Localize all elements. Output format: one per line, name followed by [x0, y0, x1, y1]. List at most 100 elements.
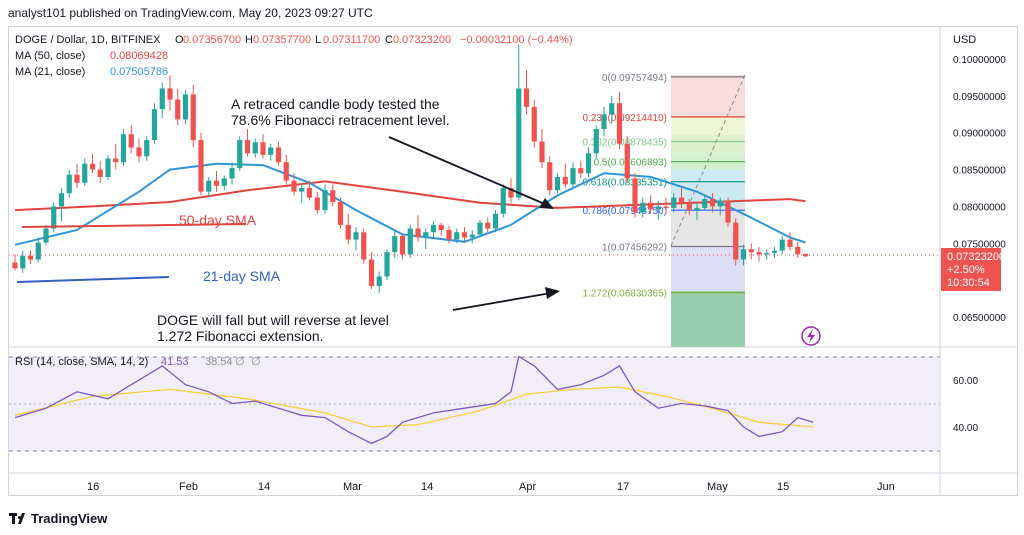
tradingview-logo-icon	[9, 512, 27, 525]
candle	[384, 249, 390, 281]
fib-level-label: 0(0.09757494)	[602, 73, 667, 84]
candle	[663, 197, 669, 214]
time-tick-label: Jun	[877, 481, 895, 493]
candle	[593, 125, 599, 159]
candle	[392, 230, 398, 259]
candle	[477, 219, 483, 238]
candle	[469, 230, 475, 244]
candle	[12, 254, 18, 271]
candle	[516, 44, 522, 201]
candle	[299, 182, 305, 203]
tradingview-logo[interactable]: TradingView	[9, 511, 107, 526]
sma50-label-line[interactable]	[21, 223, 247, 228]
candle	[709, 193, 716, 213]
candle	[616, 92, 623, 149]
candle	[423, 228, 429, 250]
legend-symbol[interactable]: DOGE / Dollar, 1D, BITFINEX	[15, 34, 161, 46]
candle	[702, 195, 708, 211]
legend-ohm-icon-2: ∅	[251, 356, 261, 368]
legend-rsi-value: 41.53	[161, 356, 189, 368]
price-axis-currency: USD	[953, 34, 976, 46]
candle	[283, 154, 289, 185]
annotation-sma50[interactable]: 50-day SMA	[179, 212, 257, 228]
candle	[128, 125, 134, 154]
fib-level-label: 0.618(0.08335351)	[582, 178, 667, 189]
time-tick-label: 14	[421, 481, 433, 493]
legend-ohlc-key: L	[315, 34, 321, 46]
candle	[368, 252, 375, 289]
arrow-extension[interactable]	[452, 287, 560, 311]
candle	[756, 246, 762, 262]
legend-ma21-label[interactable]: MA (21, close)	[15, 66, 85, 78]
arrow-retrace[interactable]	[388, 136, 554, 209]
candle	[330, 184, 336, 207]
candle	[554, 173, 561, 194]
time-axis-ticks[interactable]: 16 Feb 14 Mar 14 Apr 17 May 15 Jun	[87, 481, 895, 493]
legend-ohlc-value: 0.07357700	[253, 34, 311, 46]
rsi-axis-ticks[interactable]: 60.00 40.00	[953, 376, 978, 434]
candle	[206, 176, 212, 198]
candle	[748, 243, 754, 260]
fib-level-label: 0.236(0.09214410)	[582, 113, 667, 124]
legend-rsi-sma: 38.54	[205, 356, 233, 368]
price-tick-label: 0.10000000	[953, 55, 1006, 66]
candle	[655, 200, 661, 220]
time-tick-label: May	[707, 481, 728, 493]
candles-series	[12, 44, 809, 293]
candle	[361, 228, 367, 264]
candle	[570, 162, 576, 188]
legend-ma50-label[interactable]: MA (50, close)	[15, 50, 85, 62]
candle	[578, 160, 584, 179]
legend-rsi-label[interactable]: RSI (14, close, SMA, 14, 2)	[15, 356, 148, 368]
fib-zone-6	[671, 246, 745, 291]
legend-ohlc-key: C	[385, 34, 393, 46]
candle	[74, 163, 80, 188]
tradingview-brand: TradingView	[31, 511, 108, 526]
fib-zone-1	[671, 117, 745, 135]
candle	[539, 129, 545, 169]
sma21-label-line[interactable]	[16, 276, 170, 283]
candle	[182, 89, 189, 124]
time-tick-label: 16	[87, 481, 99, 493]
candle	[632, 173, 638, 218]
candle	[376, 271, 382, 293]
rsi-tick-label: 40.00	[953, 423, 978, 434]
time-tick-label: Apr	[519, 481, 536, 493]
candle	[353, 227, 359, 251]
candle	[508, 178, 514, 203]
candle	[446, 225, 452, 244]
publisher-line: analyst101 published on TradingView.com,…	[8, 6, 373, 20]
legend-ohm-icon-1: ∅	[235, 356, 245, 368]
price-tick-label: 0.06500000	[953, 313, 1006, 324]
candle	[337, 197, 344, 229]
annotation-sma21[interactable]: 21-day SMA	[203, 268, 281, 284]
price-axis-ticks[interactable]: 0.10000000 0.09500000 0.09000000 0.08500000…	[953, 55, 1006, 324]
chart-frame[interactable]: 0(0.09757494) 0.236(0.09214410) 0.382(0.08…	[8, 26, 1018, 496]
candle	[275, 141, 282, 166]
fib-zone-2	[671, 135, 745, 153]
time-tick-label: 15	[777, 481, 789, 493]
annotation-retrace-line2[interactable]: 78.6% Fibonacci retracement level.	[231, 112, 450, 128]
candle	[43, 224, 49, 245]
annotation-extension-line1[interactable]: DOGE will fall but will reverse at level	[157, 312, 389, 328]
fib-retracement-tool[interactable]: 0(0.09757494) 0.236(0.09214410) 0.382(0.08…	[582, 73, 746, 347]
chart-canvas[interactable]: 0(0.09757494) 0.236(0.09214410) 0.382(0.08…	[9, 27, 1017, 495]
fib-level-label: 0.382(0.08878435)	[582, 138, 667, 149]
candle	[27, 250, 34, 264]
candle	[66, 169, 72, 198]
legend-ma21-value: 0.07505786	[110, 66, 168, 78]
candle	[523, 70, 530, 115]
price-tag: 0.07323200 +2.50% 10:30:54	[941, 248, 1005, 291]
time-tick-label: Mar	[343, 481, 362, 493]
candle	[609, 95, 615, 124]
candle	[725, 197, 731, 228]
rsi-sma-line	[14, 386, 814, 428]
lightning-icon[interactable]	[801, 326, 821, 346]
price-tick-label: 0.09500000	[953, 92, 1006, 103]
candle	[268, 143, 274, 161]
annotation-retrace-line1[interactable]: A retraced candle body tested the	[231, 96, 440, 112]
annotation-extension-line2[interactable]: 1.272 Fibonacci extension.	[157, 328, 324, 344]
rsi-tick-label: 60.00	[953, 376, 978, 387]
legend-ohlc-value: 0.07311700	[323, 34, 380, 46]
legend-change: −0.00032100 (−0.44%)	[460, 34, 573, 46]
